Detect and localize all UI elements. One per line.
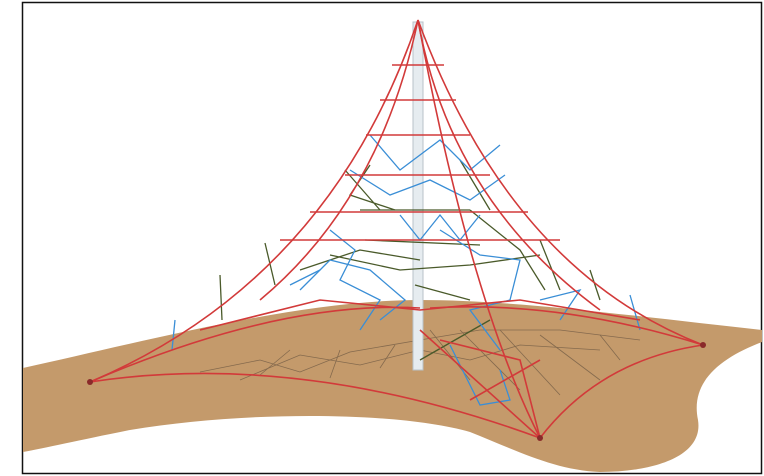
scene xyxy=(0,0,764,476)
pole xyxy=(413,22,423,370)
